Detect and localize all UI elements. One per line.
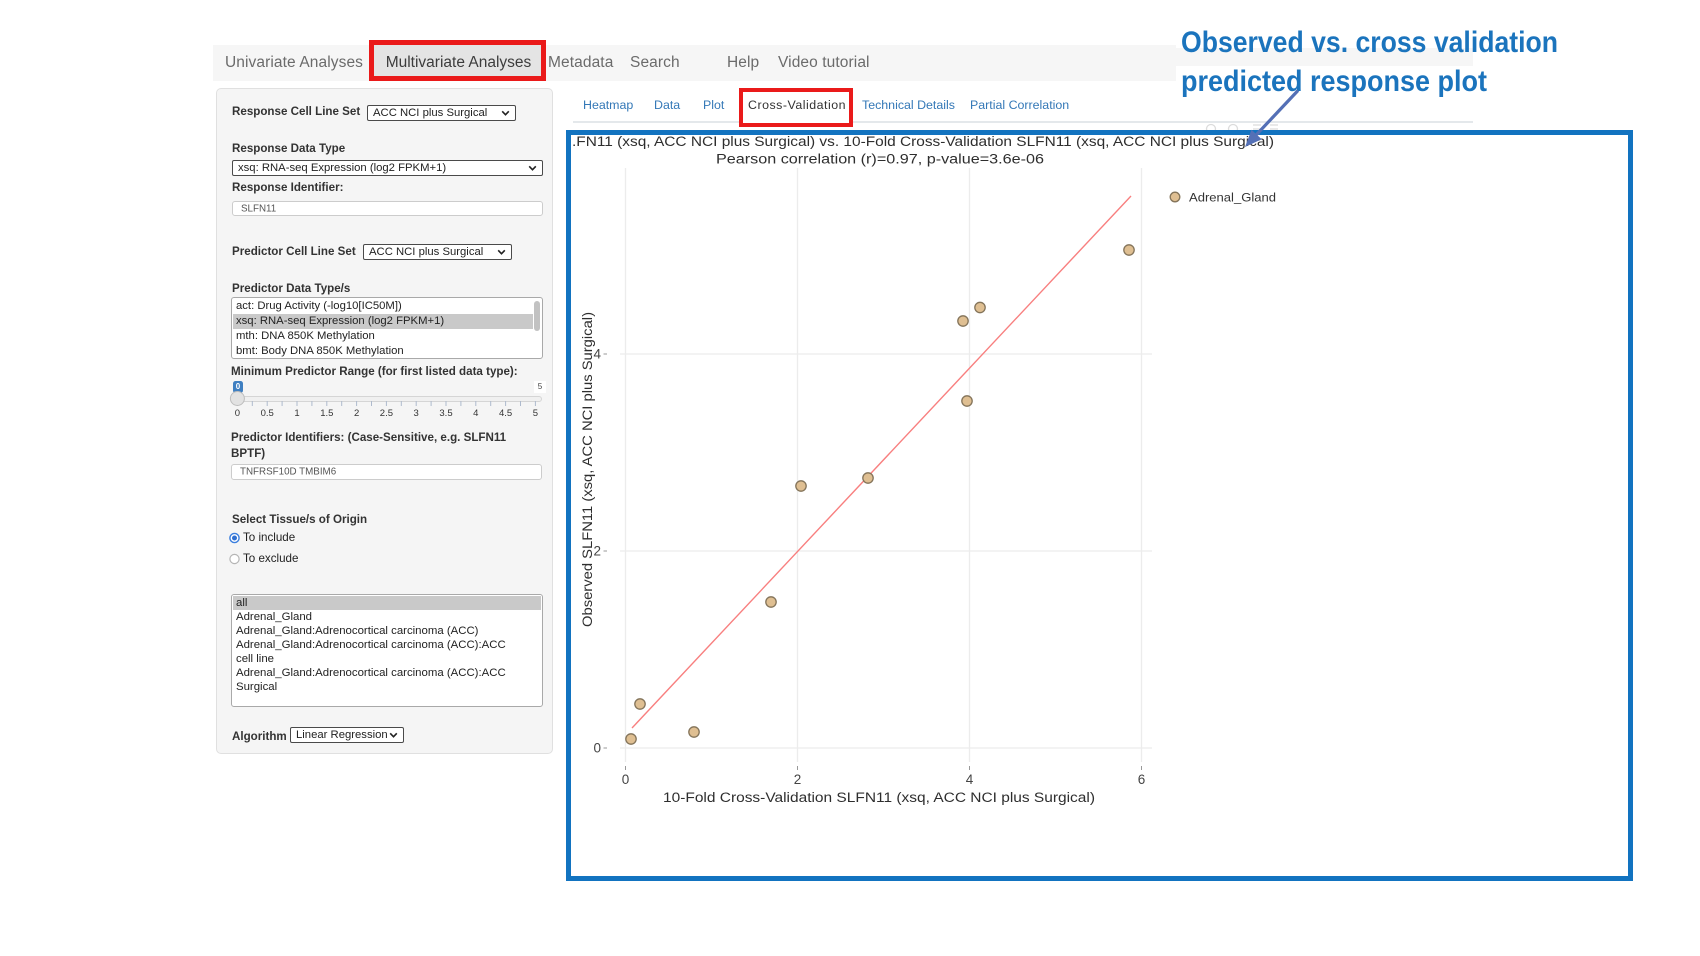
svg-text:0: 0 — [235, 408, 240, 419]
svg-text:0: 0 — [593, 741, 601, 756]
svg-text:4.5: 4.5 — [499, 408, 512, 419]
svg-text:Observed SLFN11 (xsq, ACC NCI: Observed SLFN11 (xsq, ACC NCI plus Surgi… — [580, 312, 595, 627]
svg-text:Adrenal_Gland: Adrenal_Gland — [1189, 191, 1276, 205]
svg-text:.FN11 (xsq, ACC NCI plus Surgi: .FN11 (xsq, ACC NCI plus Surgical) vs. 1… — [572, 134, 1274, 149]
svg-text:predicted response plot: predicted response plot — [1181, 65, 1487, 98]
svg-text:3.5: 3.5 — [439, 408, 452, 419]
svg-text:Pearson correlation (r)=0.97,: Pearson correlation (r)=0.97, p-value=3.… — [716, 152, 1044, 167]
svg-text:2: 2 — [794, 772, 802, 787]
svg-text:0.5: 0.5 — [261, 408, 274, 419]
svg-text:1.5: 1.5 — [320, 408, 333, 419]
svg-text:5: 5 — [533, 408, 538, 419]
svg-text:Observed vs. cross validation: Observed vs. cross validation — [1181, 26, 1558, 59]
svg-text:2: 2 — [593, 544, 601, 559]
svg-text:4: 4 — [593, 347, 601, 362]
svg-text:3: 3 — [414, 408, 419, 419]
svg-text:6: 6 — [1138, 772, 1146, 787]
svg-text:0: 0 — [622, 772, 630, 787]
svg-text:4: 4 — [473, 408, 478, 419]
svg-text:4: 4 — [966, 772, 974, 787]
svg-text:10-Fold Cross-Validation SLFN1: 10-Fold Cross-Validation SLFN11 (xsq, AC… — [663, 790, 1095, 805]
svg-text:1: 1 — [294, 408, 299, 419]
svg-text:2.5: 2.5 — [380, 408, 393, 419]
svg-text:2: 2 — [354, 408, 359, 419]
